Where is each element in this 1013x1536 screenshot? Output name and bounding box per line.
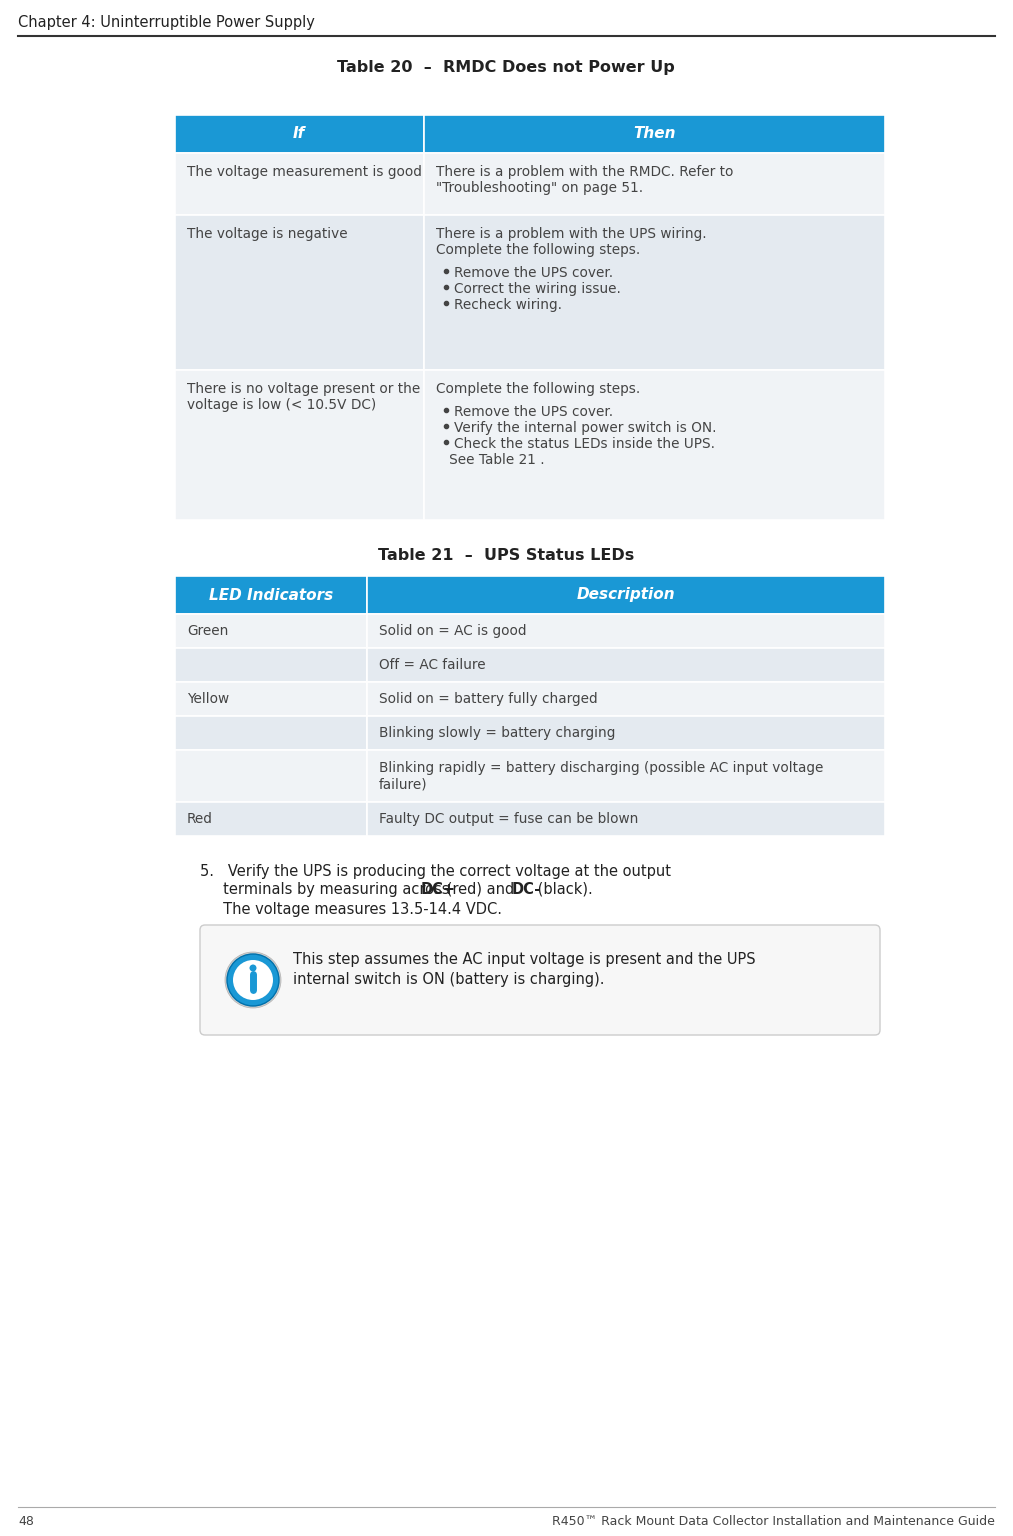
Text: If: If [293,126,305,141]
Polygon shape [423,154,885,215]
Polygon shape [367,614,885,648]
Text: Table 20  –  RMDC Does not Power Up: Table 20 – RMDC Does not Power Up [337,60,675,75]
Text: The voltage measures 13.5-14.4 VDC.: The voltage measures 13.5-14.4 VDC. [200,902,502,917]
Polygon shape [423,115,885,154]
Polygon shape [175,154,423,215]
Polygon shape [367,648,885,682]
Circle shape [249,965,256,971]
Text: Recheck wiring.: Recheck wiring. [454,298,561,312]
Text: There is no voltage present or the
voltage is low (< 10.5V DC): There is no voltage present or the volta… [187,382,420,412]
Text: There is a problem with the RMDC. Refer to: There is a problem with the RMDC. Refer … [436,164,732,180]
Text: LED Indicators: LED Indicators [209,587,333,602]
Text: Blinking rapidly = battery discharging (possible AC input voltage
failure): Blinking rapidly = battery discharging (… [379,760,824,791]
Polygon shape [367,716,885,750]
Text: Remove the UPS cover.: Remove the UPS cover. [454,406,613,419]
Text: Solid on = AC is good: Solid on = AC is good [379,624,526,637]
Text: DC-: DC- [512,882,541,897]
Text: Correct the wiring issue.: Correct the wiring issue. [454,283,620,296]
Text: Description: Description [576,587,675,602]
Text: R450™ Rack Mount Data Collector Installation and Maintenance Guide: R450™ Rack Mount Data Collector Installa… [552,1514,995,1528]
Text: (black).: (black). [533,882,593,897]
Text: Faulty DC output = fuse can be blown: Faulty DC output = fuse can be blown [379,813,638,826]
Text: This step assumes the AC input voltage is present and the UPS: This step assumes the AC input voltage i… [293,952,756,968]
Text: (red) and: (red) and [442,882,519,897]
Text: Remove the UPS cover.: Remove the UPS cover. [454,266,613,280]
Polygon shape [175,370,423,521]
Text: The voltage is negative: The voltage is negative [187,227,347,241]
Text: "Troubleshooting" on page 51.: "Troubleshooting" on page 51. [436,181,642,195]
Polygon shape [367,576,885,614]
Text: 48: 48 [18,1514,33,1528]
Polygon shape [175,576,367,614]
Polygon shape [175,716,367,750]
Polygon shape [175,750,367,802]
Polygon shape [423,370,885,521]
Text: See Table 21 .: See Table 21 . [436,453,544,467]
Polygon shape [367,750,885,802]
Text: Complete the following steps.: Complete the following steps. [436,243,640,257]
Text: Red: Red [187,813,213,826]
Polygon shape [175,215,423,370]
Circle shape [233,960,272,1000]
Circle shape [227,954,279,1006]
Text: Then: Then [633,126,676,141]
Polygon shape [367,682,885,716]
Text: Chapter 4: Uninterruptible Power Supply: Chapter 4: Uninterruptible Power Supply [18,15,315,31]
Circle shape [225,952,281,1008]
Text: DC+: DC+ [420,882,456,897]
Text: Check the status LEDs inside the UPS.: Check the status LEDs inside the UPS. [454,438,714,452]
Text: 5.   Verify the UPS is producing the correct voltage at the output: 5. Verify the UPS is producing the corre… [200,863,671,879]
Text: Off = AC failure: Off = AC failure [379,657,485,673]
Text: There is a problem with the UPS wiring.: There is a problem with the UPS wiring. [436,227,706,241]
Text: terminals by measuring across: terminals by measuring across [200,882,454,897]
Polygon shape [423,215,885,370]
Text: Green: Green [187,624,228,637]
Text: Verify the internal power switch is ON.: Verify the internal power switch is ON. [454,421,716,435]
Text: Solid on = battery fully charged: Solid on = battery fully charged [379,693,598,707]
Text: Yellow: Yellow [187,693,229,707]
Polygon shape [175,115,423,154]
Text: internal switch is ON (battery is charging).: internal switch is ON (battery is chargi… [293,972,605,988]
Text: Complete the following steps.: Complete the following steps. [436,382,640,396]
Polygon shape [175,614,367,648]
FancyBboxPatch shape [200,925,880,1035]
Text: The voltage measurement is good: The voltage measurement is good [187,164,421,180]
Text: Table 21  –  UPS Status LEDs: Table 21 – UPS Status LEDs [378,548,634,564]
Polygon shape [175,682,367,716]
Polygon shape [175,648,367,682]
Polygon shape [175,802,367,836]
Text: Blinking slowly = battery charging: Blinking slowly = battery charging [379,727,615,740]
Polygon shape [367,802,885,836]
